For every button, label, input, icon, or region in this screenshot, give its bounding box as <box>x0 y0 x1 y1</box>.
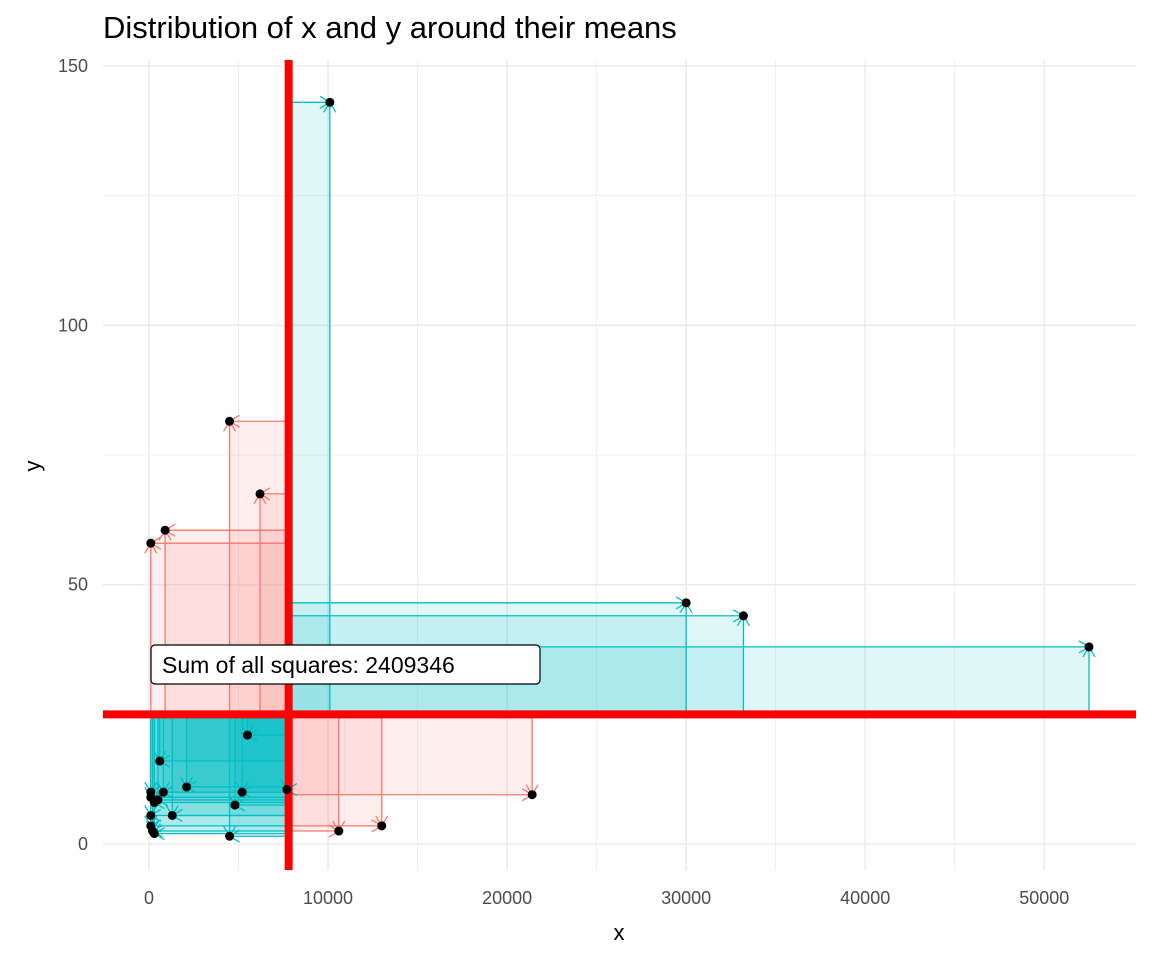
y-tick-label: 50 <box>68 575 88 595</box>
x-axis-title: x <box>614 920 625 945</box>
deviation-rectangle <box>154 714 289 834</box>
y-tick-label: 0 <box>78 834 88 854</box>
x-tick-label: 50000 <box>1019 888 1069 908</box>
mean-lines <box>103 60 1136 870</box>
sum-squares-label: Sum of all squares: 2409346 <box>150 644 541 685</box>
data-point <box>160 525 170 535</box>
data-point <box>255 489 265 499</box>
deviation-rectangle <box>150 714 289 816</box>
x-tick-label: 30000 <box>661 888 711 908</box>
data-point <box>146 810 156 820</box>
deviation-rectangle <box>229 714 289 837</box>
data-point <box>182 782 192 792</box>
data-point <box>153 795 163 805</box>
deviation-rectangle <box>288 714 533 795</box>
deviation-rectangle <box>288 714 339 832</box>
deviation-rectangle <box>154 714 289 803</box>
data-point <box>527 790 537 800</box>
data-point <box>282 785 292 795</box>
y-axis-title: y <box>20 461 45 472</box>
data-point <box>225 416 235 426</box>
data-point <box>155 756 165 766</box>
x-tick-label: 20000 <box>482 888 532 908</box>
data-point <box>1084 642 1094 652</box>
deviation-rectangle <box>150 714 289 826</box>
deviation-rectangle <box>186 714 289 787</box>
deviation-rectangle <box>157 714 289 800</box>
data-point <box>230 800 240 810</box>
deviation-rectangle <box>288 714 382 826</box>
data-point <box>325 97 335 107</box>
tick-labels: 0 10000 20000 30000 40000 50000 0 50 100 150 <box>58 56 1069 908</box>
deviation-rectangle <box>163 714 289 793</box>
y-tick-label: 150 <box>58 56 88 76</box>
deviation-rectangle <box>150 714 289 793</box>
data-point <box>149 829 159 839</box>
grid-lines <box>103 60 1136 870</box>
x-tick-label: 40000 <box>840 888 890 908</box>
data-point <box>681 598 691 608</box>
chart-title: Distribution of x and y around their mea… <box>103 10 677 45</box>
deviation-rectangle <box>242 714 289 793</box>
deviation-rectangle <box>247 714 289 736</box>
data-point <box>377 821 387 831</box>
data-point <box>158 787 168 797</box>
deviation-rectangle <box>150 714 289 798</box>
x-tick-label: 0 <box>144 888 154 908</box>
data-point <box>146 538 156 548</box>
deviation-rectangle <box>159 714 289 762</box>
data-point <box>225 831 235 841</box>
annotation-text: Sum of all squares: 2409346 <box>162 652 455 678</box>
data-point <box>237 787 247 797</box>
deviation-rectangle <box>150 543 289 715</box>
annotation-box <box>150 644 541 685</box>
data-point <box>738 611 748 621</box>
data-points <box>146 97 1094 841</box>
deviation-rectangles <box>150 102 1090 837</box>
data-point <box>334 826 344 836</box>
data-point <box>167 810 177 820</box>
x-tick-label: 10000 <box>303 888 353 908</box>
y-tick-label: 100 <box>58 315 88 335</box>
deviation-rectangle <box>288 102 330 715</box>
data-point <box>242 730 252 740</box>
